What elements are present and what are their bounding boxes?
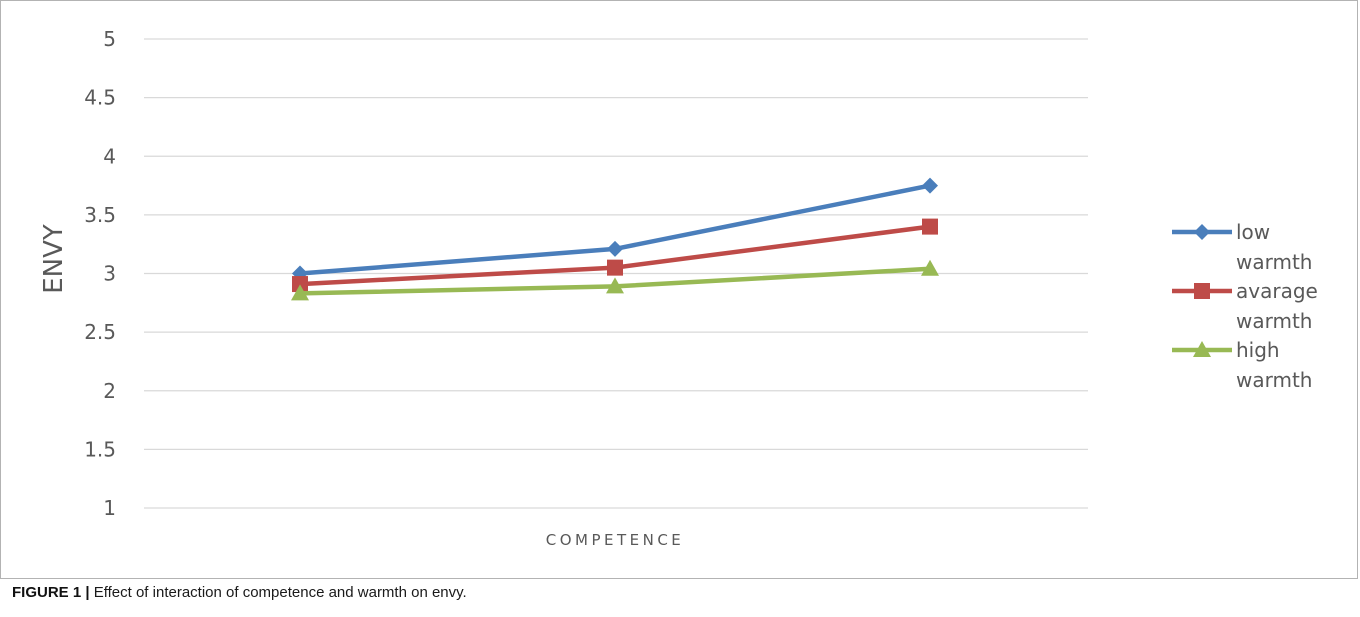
legend-label: warmth: [1236, 250, 1312, 274]
y-tick-label: 4: [103, 144, 116, 168]
y-tick-label: 1.5: [84, 437, 116, 461]
legend-item-3: high warmth: [1172, 338, 1312, 392]
legend-label: warmth: [1236, 309, 1312, 333]
data-point: [922, 218, 938, 235]
y-tick-label: 2: [103, 379, 116, 403]
data-point: [921, 259, 939, 276]
data-point: [607, 240, 623, 257]
figure-caption-text: Effect of interaction of competence and …: [89, 584, 467, 601]
chart-frame: [0, 0, 1358, 579]
data-point: [922, 177, 938, 194]
legend-label: warmth: [1236, 368, 1312, 392]
y-tick-labels: 1 1.5 2 2.5 3 3.5 4 4.5 5: [84, 27, 116, 520]
data-point: [607, 259, 623, 276]
legend: low warmth avarage warmth high warmth: [1172, 220, 1318, 392]
series-3: [291, 259, 939, 301]
series-layer: [291, 177, 939, 301]
x-axis-title: COMPETENCE: [546, 531, 685, 549]
figure-caption: FIGURE 1 | Effect of interaction of comp…: [12, 584, 467, 601]
figure-caption-label: FIGURE 1 |: [12, 584, 90, 601]
legend-label: high: [1236, 338, 1280, 362]
y-tick-label: 4.5: [84, 86, 116, 110]
legend-label: avarage: [1236, 279, 1318, 303]
y-tick-label: 3.5: [84, 203, 116, 227]
legend-swatch-marker: [1194, 283, 1210, 299]
line-chart: 1 1.5 2 2.5 3 3.5 4 4.5 5 ENVY COMPETENCE low war…: [39, 27, 1318, 549]
data-point: [292, 276, 308, 293]
legend-item-2: avarage warmth: [1172, 279, 1318, 333]
y-axis-title: ENVY: [39, 224, 69, 294]
y-tick-label: 5: [103, 27, 116, 51]
data-point: [291, 284, 309, 301]
y-tick-label: 2.5: [84, 320, 116, 344]
legend-label: low: [1236, 220, 1270, 244]
data-point: [606, 277, 624, 294]
y-tick-label: 3: [103, 262, 116, 286]
series-2: [292, 218, 938, 293]
legend-swatch-marker: [1194, 224, 1210, 240]
y-tick-label: 1: [103, 496, 116, 520]
legend-swatch-marker: [1193, 341, 1211, 357]
legend-item-1: low warmth: [1172, 220, 1312, 274]
